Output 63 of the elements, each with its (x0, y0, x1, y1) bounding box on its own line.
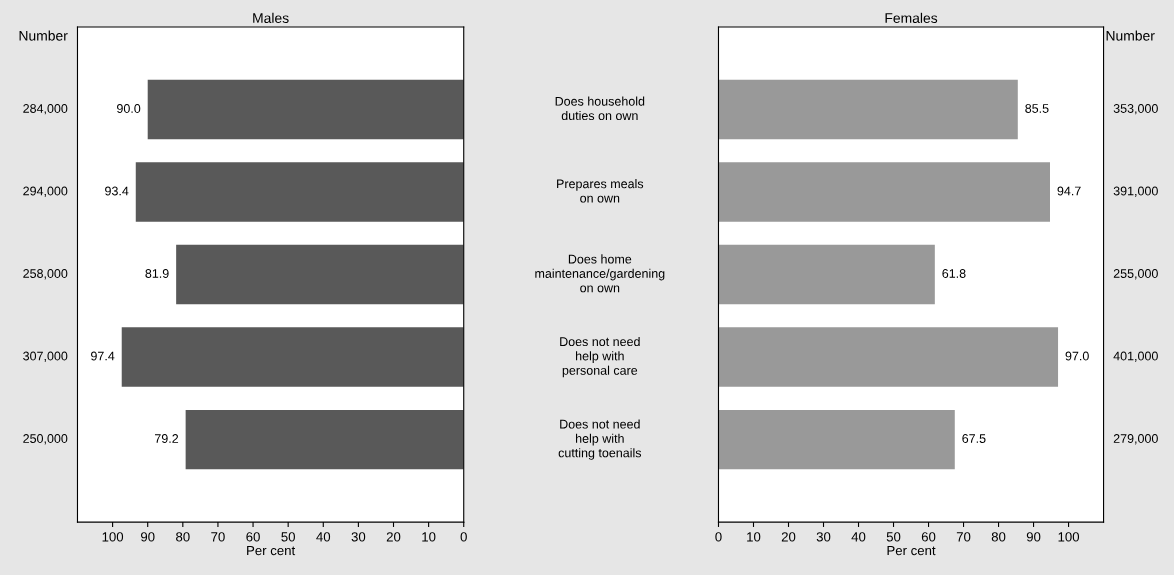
y-axis-title: Number (19, 30, 68, 41)
text: 258,000 (23, 269, 68, 280)
bar (718, 244, 935, 305)
x-tick-label: 20 (386, 532, 401, 542)
y-tick-label: Does home maintenance/gardening on own (535, 254, 665, 293)
x-tick-label: 90 (140, 532, 155, 542)
data-label: 67.5 (962, 434, 986, 443)
text: 401,000 (1113, 351, 1158, 362)
x-tick-label: 50 (281, 532, 295, 542)
bar (718, 162, 1050, 222)
data-label: 85.5 (1025, 104, 1049, 113)
x-tick-label: 50 (886, 532, 901, 542)
data-label: 61.8 (942, 269, 966, 278)
text: 284,000 (23, 104, 68, 115)
x-tick-label: 60 (921, 532, 936, 542)
y-tick-label: Does not need help with personal care (560, 336, 640, 378)
text: 307,000 (23, 351, 68, 362)
x-tick-label: 80 (991, 532, 1006, 542)
x-tick-label: 30 (816, 532, 831, 542)
x-axis-title: Per cent (247, 546, 296, 556)
x-tick-label: 70 (956, 532, 971, 542)
x-tick-label: 10 (747, 532, 761, 542)
x-tick-label: 40 (851, 532, 866, 542)
text: 279,000 (1113, 434, 1158, 445)
data-label: 79.2 (155, 434, 179, 443)
bar (185, 409, 464, 470)
text: 353,000 (1113, 104, 1158, 115)
text: 294,000 (23, 186, 68, 197)
bar (718, 327, 1059, 387)
chart-title: Females (885, 12, 938, 23)
data-label: 97.0 (1065, 351, 1089, 361)
x-tick-label: 90 (1026, 532, 1041, 542)
bar (147, 79, 464, 140)
x-tick-label: 0 (715, 532, 722, 542)
x-axis-title: Per cent (887, 546, 936, 556)
text: 391,000 (1113, 186, 1158, 197)
data-label: 81.9 (145, 269, 169, 278)
y-tick-label: Prepares meals on own (557, 179, 644, 203)
x-tick-label: 40 (316, 532, 331, 542)
text: 255,000 (1113, 269, 1158, 280)
x-tick-label: 10 (422, 532, 436, 542)
bar (176, 244, 464, 305)
x-tick-label: 100 (102, 532, 124, 542)
bar (135, 162, 464, 222)
chart-title: Males (253, 12, 289, 23)
x-tick-label: 0 (460, 532, 467, 542)
y-tick-label: Does not need help with cutting toenails (558, 419, 642, 460)
data-label: 97.4 (91, 351, 115, 361)
x-tick-label: 20 (781, 532, 796, 542)
data-label: 94.7 (1057, 186, 1081, 196)
x-tick-label: 100 (1058, 532, 1080, 542)
bar (718, 79, 1018, 140)
bar (121, 327, 464, 387)
y-tick-label: Does household duties on own (555, 96, 645, 121)
data-label: 90.0 (117, 104, 141, 113)
x-tick-label: 30 (351, 532, 366, 542)
bar (718, 409, 955, 470)
text: 250,000 (23, 434, 68, 445)
x-tick-label: 70 (211, 532, 225, 542)
x-tick-label: 80 (176, 532, 190, 542)
x-tick-label: 60 (246, 532, 260, 542)
data-label: 93.4 (105, 186, 129, 196)
y-axis-title: Number (1106, 30, 1155, 41)
